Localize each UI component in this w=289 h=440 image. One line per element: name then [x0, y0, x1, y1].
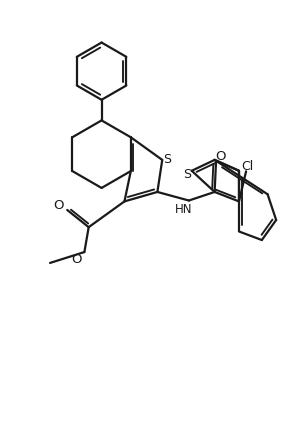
- Text: S: S: [183, 168, 191, 181]
- Text: O: O: [53, 198, 64, 212]
- Text: O: O: [215, 150, 226, 163]
- Text: S: S: [163, 153, 171, 166]
- Text: HN: HN: [175, 203, 193, 216]
- Text: Cl: Cl: [241, 160, 254, 172]
- Text: O: O: [71, 253, 81, 266]
